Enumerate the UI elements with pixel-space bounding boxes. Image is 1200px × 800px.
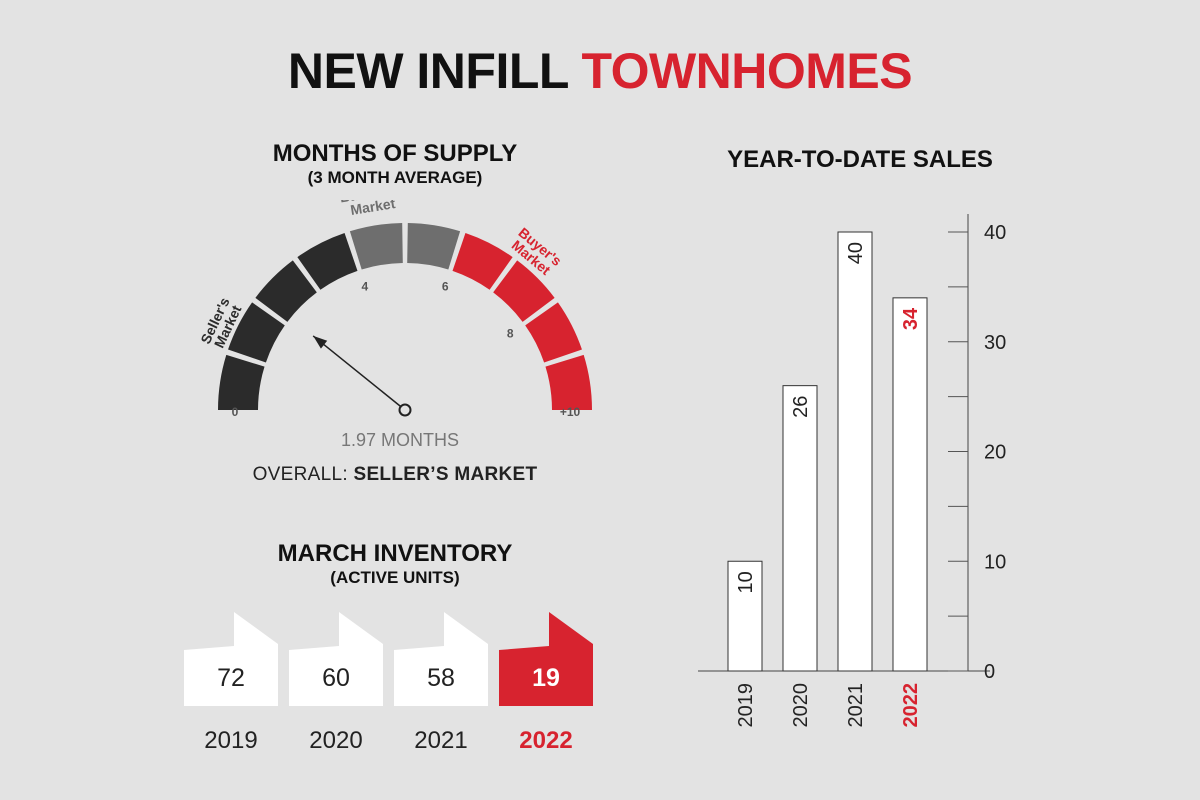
sales-bar: [892, 297, 928, 672]
inventory-year-label: 2022: [519, 727, 572, 754]
gauge-tick-label: +10: [560, 405, 581, 419]
sales-y-tick-label: 30: [984, 332, 1006, 354]
gauge-segment: [349, 223, 403, 270]
gauge-needle-pivot: [398, 403, 412, 417]
supply-gauge: 0468+10Seller'sMarketBalancedMarketBuyer…: [197, 200, 592, 419]
gauge-segment: [545, 354, 592, 410]
gauge-segment: [297, 233, 358, 290]
gauge-tick-label: 8: [507, 327, 514, 341]
inventory-house: [394, 612, 488, 706]
inventory-value-label: 60: [322, 664, 350, 692]
inventory-value-label: 19: [532, 664, 560, 692]
sales-value-label: 40: [845, 242, 867, 264]
gauge-zone-label-line2: Market: [349, 200, 396, 218]
supply-overall: OVERALL: SELLER’S MARKET: [185, 464, 605, 486]
title-accent: TOWNHOMES: [581, 43, 913, 99]
gauge-needle-arrow: [313, 335, 328, 349]
supply-reading: 1.97 MONTHS: [340, 430, 460, 450]
page-title: NEW INFILL TOWNHOMES: [0, 42, 1200, 100]
overall-value: SELLER’S MARKET: [353, 464, 538, 485]
supply-subtitle: (3 MONTH AVERAGE): [307, 168, 483, 187]
gauge-tick-label: 0: [232, 405, 239, 419]
gauge-segment: [452, 233, 513, 290]
inventory-chart: 72 2019 60 2020 58 2021 19 2022: [184, 612, 593, 754]
overall-label: OVERALL:: [252, 464, 354, 485]
sales-bar: [837, 231, 873, 672]
sales-category-label: 2020: [790, 683, 812, 728]
supply-title: MONTHS OF SUPPLY: [272, 140, 518, 167]
inventory-house: [289, 612, 383, 706]
sales-value-label: 10: [735, 571, 757, 593]
gauge-needle: [312, 335, 406, 411]
sales-y-tick-label: 40: [984, 222, 1006, 244]
sales-y-tick-label: 10: [984, 551, 1006, 573]
sales-bar: [782, 385, 818, 672]
gauge-tick-label: 4: [361, 279, 368, 293]
sales-value-label: 34: [900, 307, 922, 330]
sales-category-label: 2021: [845, 683, 867, 728]
gauge-tick-label: 6: [442, 279, 449, 293]
sales-category-label: 2019: [735, 683, 757, 728]
sales-category-label: 2022: [900, 683, 922, 728]
inventory-year-label: 2020: [309, 727, 362, 754]
sales-y-tick-label: 0: [984, 661, 995, 683]
sales-y-tick-label: 20: [984, 442, 1006, 464]
gauge-segment: [493, 260, 555, 322]
inventory-subtitle: (ACTIVE UNITS): [330, 568, 460, 587]
inventory-house: [499, 612, 593, 706]
inventory-title: MARCH INVENTORY: [277, 540, 513, 567]
inventory-value-label: 72: [217, 664, 245, 692]
gauge-segment: [218, 354, 265, 410]
gauge-zone-label: BalancedMarket: [339, 200, 405, 219]
title-main: NEW INFILL: [287, 43, 582, 99]
sales-chart: 0 10 20 30 40 10 2019 26 2020 40 2021 34 2022: [698, 214, 1006, 728]
sales-title: YEAR-TO-DATE SALES: [727, 146, 993, 173]
gauge-segment: [228, 302, 285, 363]
inventory-house: [184, 612, 278, 706]
gauge-segment: [407, 223, 461, 270]
inventory-year-label: 2019: [204, 727, 257, 754]
sales-bar: [727, 560, 763, 672]
gauge-segment: [525, 302, 582, 363]
gauge-segment: [255, 260, 317, 322]
sales-value-label: 26: [790, 396, 812, 418]
inventory-value-label: 58: [427, 664, 455, 692]
inventory-year-label: 2021: [414, 727, 467, 754]
